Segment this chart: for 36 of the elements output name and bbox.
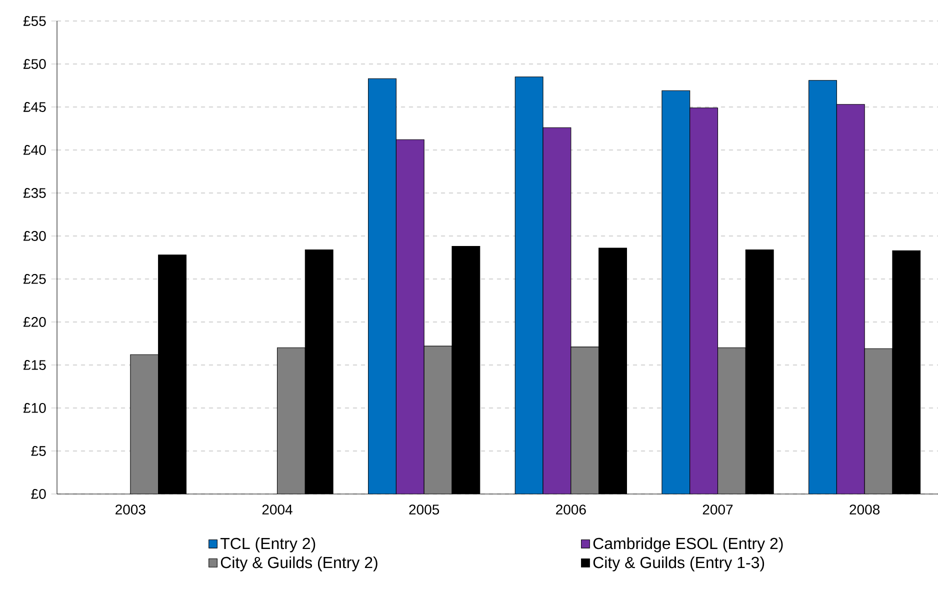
bar: [368, 78, 396, 494]
bar: [836, 104, 865, 494]
bar: [543, 128, 571, 494]
legend-label: City & Guilds (Entry 1-3): [593, 556, 764, 572]
legend-label: City & Guilds (Entry 2): [220, 556, 378, 572]
bar: [396, 140, 424, 494]
x-tick-label: 2003: [116, 504, 146, 515]
legend-label: TCL (Entry 2): [220, 537, 316, 552]
y-tick-label: £5: [31, 446, 46, 456]
x-tick-label: 2007: [702, 504, 733, 515]
x-tick-label: 2006: [556, 504, 586, 515]
bar: [515, 76, 544, 494]
y-tick-label: £25: [23, 274, 46, 284]
y-tick-label: £40: [23, 145, 46, 155]
y-tick-label: £10: [23, 403, 46, 413]
bar: [570, 346, 599, 494]
y-tick-label: £20: [23, 317, 46, 327]
bar: [718, 348, 746, 494]
x-tick-label: 2008: [850, 504, 880, 515]
bar: [130, 354, 158, 494]
bar: [808, 80, 837, 494]
y-tick-label: £0: [31, 489, 46, 499]
y-tick-label: £50: [23, 59, 46, 69]
bar: [690, 108, 718, 494]
bar: [424, 346, 452, 494]
legend-label: Cambridge ESOL (Entry 2): [593, 537, 783, 552]
x-tick-label: 2004: [262, 504, 292, 515]
y-tick-label: £30: [23, 231, 46, 241]
x-tick-label: 2005: [409, 504, 440, 515]
bar: [277, 348, 306, 494]
y-tick-label: £55: [23, 16, 46, 26]
y-tick-label: £35: [23, 188, 46, 198]
y-tick-label: £15: [23, 360, 46, 370]
y-tick-label: £45: [23, 102, 46, 112]
bar: [662, 90, 690, 494]
bar: [864, 348, 893, 494]
